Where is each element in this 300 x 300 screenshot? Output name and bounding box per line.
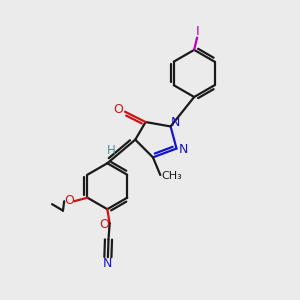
Text: H: H (106, 143, 116, 157)
Text: N: N (171, 116, 181, 129)
Text: O: O (114, 103, 123, 116)
Text: N: N (179, 142, 188, 156)
Text: O: O (64, 194, 74, 207)
Text: O: O (99, 218, 109, 231)
Text: N: N (103, 257, 112, 270)
Text: I: I (196, 25, 200, 38)
Text: CH₃: CH₃ (161, 172, 182, 182)
